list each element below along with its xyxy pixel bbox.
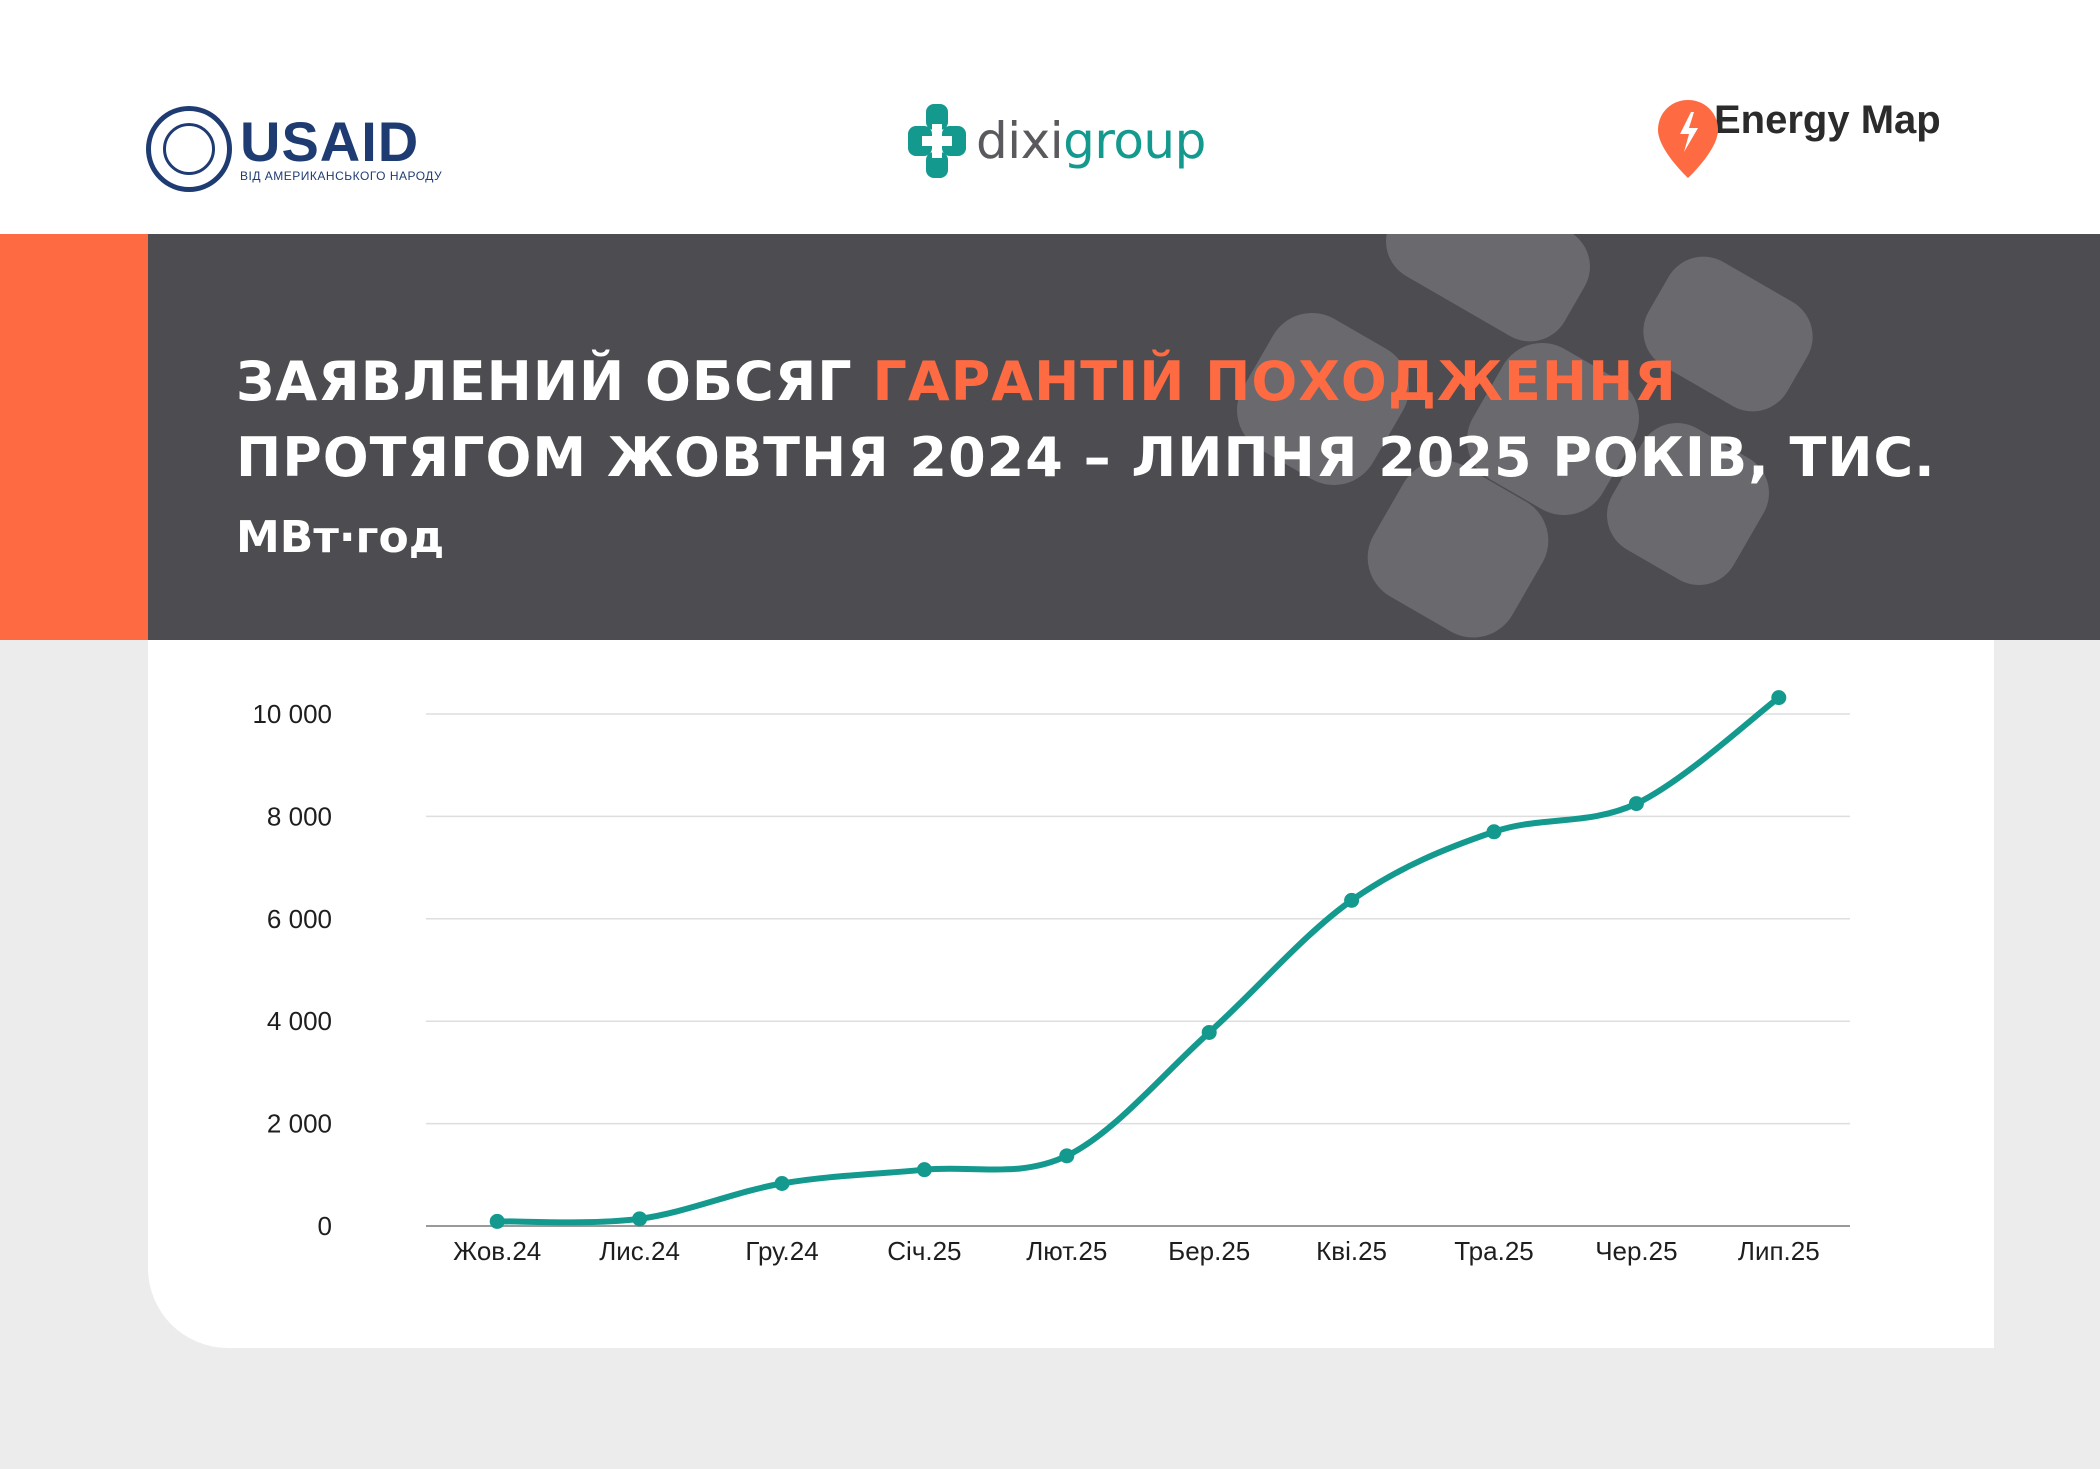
y-tick-label: 8 000 <box>267 801 332 831</box>
decorative-mark-icon <box>1237 234 1813 638</box>
data-point <box>774 1176 790 1192</box>
title-part-1: ЗАЯВЛЕНИЙ ОБСЯГ <box>236 350 873 413</box>
y-tick-label: 4 000 <box>267 1006 332 1036</box>
x-tick-label: Жов.24 <box>453 1236 541 1266</box>
page-title: ЗАЯВЛЕНИЙ ОБСЯГ ГАРАНТІЙ ПОХОДЖЕННЯ ПРОТ… <box>236 344 1996 576</box>
x-tick-label: Лип.25 <box>1738 1236 1820 1266</box>
x-tick-label: Лис.24 <box>599 1236 680 1266</box>
title-banner <box>148 234 2100 640</box>
usaid-logo: USAID ВІД АМЕРИКАНСЬКОГО НАРОДУ <box>146 106 442 192</box>
data-point <box>1201 1024 1217 1040</box>
data-point <box>1771 690 1787 706</box>
x-tick-label: Січ.25 <box>887 1236 961 1266</box>
usaid-tagline: ВІД АМЕРИКАНСЬКОГО НАРОДУ <box>240 169 443 183</box>
title-highlight: ГАРАНТІЙ ПОХОДЖЕННЯ <box>872 350 1677 413</box>
map-pin-bolt-icon <box>1658 100 1718 178</box>
x-tick-label: Кві.25 <box>1316 1236 1387 1266</box>
accent-bar <box>0 234 148 640</box>
y-tick-label: 2 000 <box>267 1109 332 1139</box>
dixigroup-logo-text-group: group <box>1063 112 1206 170</box>
line-chart: 0 2 000 4 000 6 000 8 000 10 000 Жов.24 Лис.24 Г… <box>252 690 1850 1266</box>
data-point <box>1059 1148 1075 1164</box>
data-point <box>1344 892 1360 908</box>
data-point <box>1486 824 1502 840</box>
title-unit: МВт·год <box>236 512 445 563</box>
x-tick-label: Бер.25 <box>1168 1236 1250 1266</box>
x-tick-label: Тра.25 <box>1454 1236 1534 1266</box>
header: USAID ВІД АМЕРИКАНСЬКОГО НАРОДУ dixigrou… <box>0 0 2100 234</box>
usaid-logo-text: USAID <box>240 110 420 173</box>
dixigroup-logo-text-dixi: dixi <box>976 112 1064 170</box>
chart-card: 0 2 000 4 000 6 000 8 000 10 000 Жов.24 Лис.24 Г… <box>148 640 1994 1348</box>
data-point <box>916 1162 932 1178</box>
x-tick-label: Чер.25 <box>1595 1236 1677 1266</box>
y-tick-label: 0 <box>318 1211 332 1241</box>
energy-map-logo-text: Energy Map <box>1714 98 1941 142</box>
y-tick-label: 6 000 <box>267 904 332 934</box>
x-tick-label: Гру.24 <box>745 1236 818 1266</box>
usaid-seal-icon <box>146 106 232 192</box>
dixigroup-mark-icon <box>908 104 966 178</box>
data-point <box>632 1211 648 1227</box>
title-part-3: ПРОТЯГОМ ЖОВТНЯ 2024 – ЛИПНЯ 2025 РОКІВ,… <box>236 426 1936 489</box>
energy-map-logo: Energy Map <box>1656 98 1941 178</box>
x-tick-label: Лют.25 <box>1026 1236 1107 1266</box>
y-tick-label: 10 000 <box>252 699 332 729</box>
dixigroup-logo: dixigroup <box>908 104 1206 178</box>
series-line <box>494 694 1782 1226</box>
data-point <box>1628 796 1644 812</box>
data-point <box>489 1213 505 1229</box>
